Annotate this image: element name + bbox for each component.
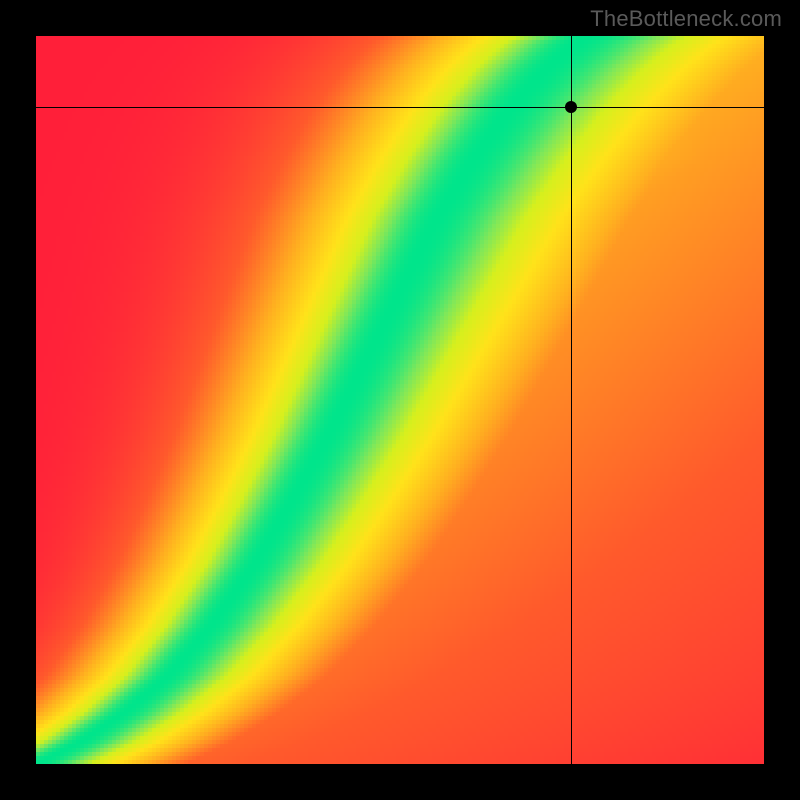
selection-marker[interactable]: [565, 101, 577, 113]
watermark-text: TheBottleneck.com: [590, 6, 782, 32]
heatmap-plot: [36, 36, 764, 764]
heatmap-canvas: [36, 36, 764, 764]
crosshair-vertical: [571, 36, 572, 764]
crosshair-horizontal: [36, 107, 764, 108]
